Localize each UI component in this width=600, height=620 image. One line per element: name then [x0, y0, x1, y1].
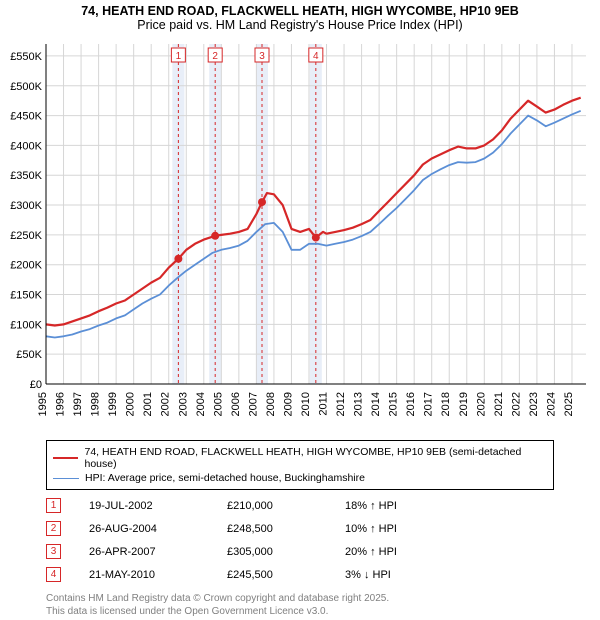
- event-change: 18% ↑ HPI: [345, 500, 425, 512]
- svg-text:£150K: £150K: [10, 290, 42, 302]
- legend-row: 74, HEATH END ROAD, FLACKWELL HEATH, HIG…: [53, 445, 547, 471]
- svg-text:2024: 2024: [545, 392, 557, 416]
- svg-text:2000: 2000: [125, 392, 137, 416]
- svg-text:£300K: £300K: [10, 200, 42, 212]
- event-row: 3 26-APR-2007 £305,000 20% ↑ HPI: [46, 540, 554, 563]
- svg-text:2004: 2004: [195, 392, 207, 416]
- footer-line-2: This data is licensed under the Open Gov…: [46, 605, 554, 618]
- svg-text:2016: 2016: [405, 392, 417, 416]
- svg-text:£100K: £100K: [10, 319, 42, 331]
- event-price: £305,000: [227, 546, 317, 558]
- svg-text:2022: 2022: [510, 392, 522, 416]
- svg-text:4: 4: [313, 51, 319, 62]
- legend: 74, HEATH END ROAD, FLACKWELL HEATH, HIG…: [46, 440, 554, 490]
- svg-text:2006: 2006: [230, 392, 242, 416]
- event-marker: 1: [46, 498, 61, 513]
- svg-text:£50K: £50K: [16, 349, 42, 361]
- svg-text:3: 3: [259, 51, 265, 62]
- svg-text:2: 2: [212, 51, 218, 62]
- svg-text:2002: 2002: [160, 392, 172, 416]
- svg-text:£0: £0: [30, 379, 42, 391]
- svg-text:£450K: £450K: [10, 111, 42, 123]
- svg-text:2025: 2025: [563, 392, 575, 416]
- svg-text:1996: 1996: [55, 392, 67, 416]
- event-marker: 2: [46, 521, 61, 536]
- footer-line-1: Contains HM Land Registry data © Crown c…: [46, 592, 554, 605]
- event-change: 3% ↓ HPI: [345, 569, 425, 581]
- event-change: 20% ↑ HPI: [345, 546, 425, 558]
- svg-text:1: 1: [176, 51, 182, 62]
- svg-text:2013: 2013: [353, 392, 365, 416]
- event-row: 4 21-MAY-2010 £245,500 3% ↓ HPI: [46, 563, 554, 586]
- event-marker: 3: [46, 544, 61, 559]
- svg-text:£350K: £350K: [10, 170, 42, 182]
- svg-text:2005: 2005: [212, 392, 224, 416]
- event-row: 1 19-JUL-2002 £210,000 18% ↑ HPI: [46, 494, 554, 517]
- chart-plot: £0 £50K £100K £150K £200K £250K £300K £350K £400…: [0, 34, 600, 434]
- svg-text:2001: 2001: [142, 392, 154, 416]
- svg-text:2014: 2014: [370, 392, 382, 416]
- event-change: 10% ↑ HPI: [345, 523, 425, 535]
- chart-container: 74, HEATH END ROAD, FLACKWELL HEATH, HIG…: [0, 0, 600, 618]
- svg-text:1999: 1999: [107, 392, 119, 416]
- event-date: 19-JUL-2002: [89, 500, 199, 512]
- svg-text:1998: 1998: [90, 392, 102, 416]
- chart-svg: £0 £50K £100K £150K £200K £250K £300K £350K £400…: [0, 34, 600, 434]
- svg-text:£400K: £400K: [10, 140, 42, 152]
- event-price: £248,500: [227, 523, 317, 535]
- event-date: 26-AUG-2004: [89, 523, 199, 535]
- svg-text:1997: 1997: [72, 392, 84, 416]
- svg-text:1995: 1995: [37, 392, 49, 416]
- footer-attribution: Contains HM Land Registry data © Crown c…: [46, 592, 554, 618]
- event-price: £245,500: [227, 569, 317, 581]
- svg-text:£200K: £200K: [10, 260, 42, 272]
- svg-text:2009: 2009: [282, 392, 294, 416]
- event-marker: 4: [46, 567, 61, 582]
- svg-text:2012: 2012: [335, 392, 347, 416]
- svg-text:2007: 2007: [247, 392, 259, 416]
- title-line-2: Price paid vs. HM Land Registry's House …: [0, 18, 600, 32]
- svg-text:2018: 2018: [440, 392, 452, 416]
- title-line-1: 74, HEATH END ROAD, FLACKWELL HEATH, HIG…: [0, 4, 600, 18]
- svg-text:2011: 2011: [318, 392, 330, 416]
- svg-text:2003: 2003: [177, 392, 189, 416]
- svg-text:£250K: £250K: [10, 230, 42, 242]
- legend-label: HPI: Average price, semi-detached house,…: [85, 472, 365, 484]
- svg-text:£550K: £550K: [10, 51, 42, 63]
- title-block: 74, HEATH END ROAD, FLACKWELL HEATH, HIG…: [0, 0, 600, 34]
- svg-text:2019: 2019: [458, 392, 470, 416]
- legend-swatch: [53, 478, 79, 479]
- svg-text:2021: 2021: [493, 392, 505, 416]
- legend-label: 74, HEATH END ROAD, FLACKWELL HEATH, HIG…: [84, 446, 547, 470]
- event-price: £210,000: [227, 500, 317, 512]
- event-row: 2 26-AUG-2004 £248,500 10% ↑ HPI: [46, 517, 554, 540]
- svg-text:2020: 2020: [475, 392, 487, 416]
- svg-text:£500K: £500K: [10, 81, 42, 93]
- svg-text:2010: 2010: [300, 392, 312, 416]
- legend-row: HPI: Average price, semi-detached house,…: [53, 471, 547, 485]
- events-table: 1 19-JUL-2002 £210,000 18% ↑ HPI 2 26-AUG-200…: [46, 494, 554, 586]
- svg-text:2017: 2017: [423, 392, 435, 416]
- event-date: 21-MAY-2010: [89, 569, 199, 581]
- svg-text:2008: 2008: [265, 392, 277, 416]
- legend-swatch: [53, 457, 78, 459]
- svg-text:2023: 2023: [528, 392, 540, 416]
- event-date: 26-APR-2007: [89, 546, 199, 558]
- svg-text:2015: 2015: [388, 392, 400, 416]
